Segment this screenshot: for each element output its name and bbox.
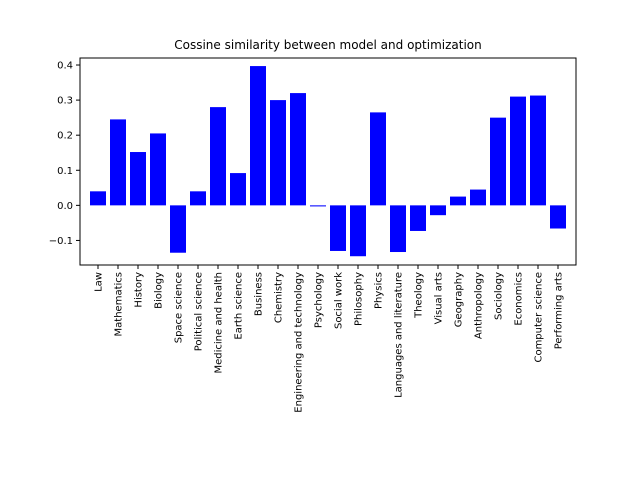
- x-tick-label: Earth science: [234, 272, 245, 340]
- x-tick-label: Engineering and technology: [294, 272, 305, 413]
- x-tick-label: Business: [254, 272, 265, 316]
- bar: [110, 119, 126, 206]
- x-tick-label: Social work: [334, 272, 345, 329]
- x-tick-label: Physics: [374, 272, 385, 309]
- bar: [170, 205, 186, 253]
- x-tick-label: Biology: [154, 272, 165, 309]
- x-tick-label: Economics: [514, 272, 525, 326]
- x-tick-label: Space science: [174, 272, 185, 343]
- bars-group: [90, 66, 566, 257]
- bar: [510, 96, 526, 206]
- bar: [290, 93, 306, 206]
- x-tick-label: Mathematics: [114, 272, 125, 336]
- x-tick-label: Psychology: [314, 272, 325, 328]
- y-axis: −0.1 0.0 0.1 0.2 0.3 0.4: [49, 61, 80, 247]
- bar: [390, 205, 406, 253]
- x-tick-label: Performing arts: [554, 272, 565, 349]
- x-tick-label: Philosophy: [354, 272, 365, 326]
- bar: [350, 205, 366, 257]
- bar: [410, 205, 426, 231]
- x-tick-label: Political science: [194, 272, 205, 351]
- bar: [330, 205, 346, 251]
- x-tick-label: Computer science: [534, 272, 545, 363]
- y-tick-label: −0.1: [49, 236, 73, 247]
- bar: [370, 112, 386, 206]
- y-tick-label: 0.0: [57, 201, 73, 212]
- bar: [90, 191, 106, 206]
- y-tick-label: 0.2: [57, 131, 73, 142]
- x-tick-label: Geography: [454, 272, 465, 327]
- bar: [150, 133, 166, 206]
- bar: [270, 100, 286, 206]
- x-axis: Law Mathematics History Biology Space scienc…: [94, 265, 565, 413]
- x-tick-label: Anthropology: [474, 272, 485, 339]
- x-tick-label: Chemistry: [274, 272, 285, 323]
- x-tick-label: Law: [94, 272, 105, 292]
- bar: [230, 173, 246, 206]
- x-tick-label: Theology: [414, 272, 425, 319]
- bar: [430, 205, 446, 216]
- bar: [530, 95, 546, 206]
- bar: [550, 205, 566, 229]
- bar: [490, 117, 506, 206]
- plot-frame: [79, 57, 577, 266]
- x-tick-label: Visual arts: [434, 272, 445, 324]
- x-tick-label: History: [134, 272, 145, 308]
- bar: [470, 189, 486, 206]
- y-tick-label: 0.1: [57, 166, 73, 177]
- x-tick-label: Sociology: [494, 272, 505, 320]
- bar: [310, 205, 326, 207]
- bar: [130, 152, 146, 206]
- bar: [190, 191, 206, 206]
- y-tick-label: 0.3: [57, 96, 73, 107]
- chart-title: Cossine similarity between model and opt…: [174, 38, 481, 52]
- y-tick-label: 0.4: [57, 61, 73, 72]
- bar: [450, 196, 466, 206]
- bar: [250, 66, 266, 206]
- x-tick-label: Languages and literature: [394, 272, 405, 398]
- bar: [210, 107, 226, 206]
- x-tick-label: Medicine and health: [214, 272, 225, 374]
